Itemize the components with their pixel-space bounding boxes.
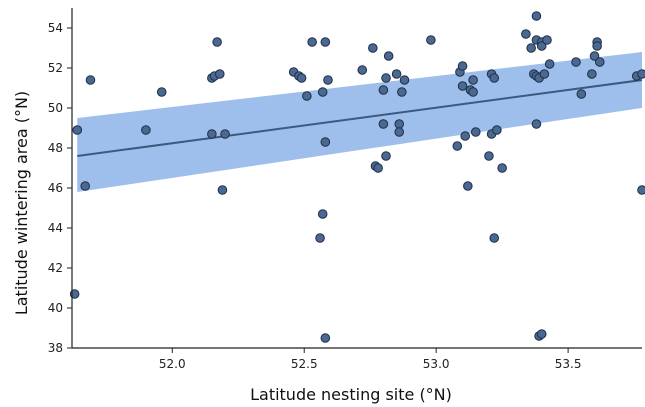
data-point — [536, 329, 547, 339]
data-point — [357, 65, 368, 75]
data-point — [544, 59, 555, 69]
data-point — [368, 43, 378, 53]
data-point — [399, 75, 410, 85]
data-point — [141, 125, 151, 135]
y-tick-label: 52 — [48, 61, 63, 75]
data-point — [470, 127, 481, 137]
data-point — [381, 151, 391, 161]
y-tick-label: 46 — [48, 181, 63, 195]
data-point — [391, 69, 402, 79]
data-point — [397, 87, 407, 97]
data-point — [531, 11, 542, 21]
confidence-band — [77, 52, 643, 192]
x-tick-label: 53.0 — [423, 357, 450, 371]
data-point — [320, 333, 331, 343]
data-point — [212, 37, 222, 47]
confidence-band-layer — [77, 52, 643, 192]
data-point — [457, 81, 468, 91]
data-point — [468, 75, 478, 85]
data-point — [307, 37, 317, 47]
data-point — [592, 41, 602, 51]
data-point — [214, 69, 225, 79]
data-point — [463, 181, 473, 191]
y-axis-title: Latitude wintering area (°N) — [12, 91, 31, 315]
data-point — [536, 41, 547, 51]
data-point — [302, 91, 312, 101]
data-point — [492, 125, 502, 135]
x-axis-title: Latitude nesting site (°N) — [250, 385, 452, 404]
data-point — [426, 35, 436, 45]
data-point — [317, 209, 328, 219]
data-point — [207, 129, 217, 139]
data-point — [85, 75, 96, 85]
data-point — [156, 87, 167, 97]
data-point — [381, 73, 391, 83]
data-point — [220, 129, 230, 139]
data-point — [589, 51, 600, 61]
data-point — [394, 127, 405, 137]
data-point — [542, 35, 552, 45]
x-tick-label: 52.5 — [291, 357, 318, 371]
data-point — [576, 89, 587, 99]
y-axis: 38 40 42 44 46 48 50 52 54 — [48, 8, 73, 355]
regression-line — [77, 79, 643, 157]
data-point — [315, 233, 325, 243]
data-point — [497, 163, 507, 173]
data-point — [323, 75, 333, 85]
data-point — [72, 125, 83, 135]
data-point — [320, 37, 331, 47]
data-point — [571, 57, 581, 67]
data-point — [394, 119, 405, 129]
data-point — [217, 185, 228, 195]
data-point — [80, 181, 90, 191]
data-point — [531, 119, 542, 129]
data-point — [460, 131, 470, 141]
y-tick-label: 54 — [48, 21, 63, 35]
data-point — [587, 69, 597, 79]
data-point — [317, 87, 328, 97]
y-tick-label: 44 — [48, 221, 63, 235]
data-point — [526, 43, 536, 53]
x-tick-label: 53.5 — [555, 357, 582, 371]
data-point — [378, 119, 389, 129]
data-point — [378, 85, 389, 95]
data-point — [489, 233, 500, 243]
x-axis: 52.0 52.5 53.0 53.5 — [72, 347, 642, 371]
y-tick-label: 48 — [48, 141, 63, 155]
data-point — [484, 151, 494, 161]
data-point — [637, 185, 645, 195]
data-point — [452, 141, 463, 151]
y-tick-label: 40 — [48, 301, 63, 315]
data-point — [521, 29, 531, 39]
data-point — [489, 73, 500, 83]
data-point — [373, 163, 383, 173]
data-point — [539, 69, 550, 79]
data-point — [594, 57, 605, 67]
data-point — [468, 87, 478, 97]
data-point — [457, 61, 468, 71]
y-tick-label: 38 — [48, 341, 63, 355]
data-point — [320, 137, 331, 147]
y-tick-label: 42 — [48, 261, 63, 275]
data-points-layer — [69, 11, 645, 343]
regression-line-layer — [77, 79, 643, 157]
x-tick-label: 52.0 — [159, 357, 186, 371]
data-point — [296, 73, 307, 83]
y-tick-label: 50 — [48, 101, 63, 115]
data-point — [637, 69, 645, 79]
data-point — [383, 51, 394, 61]
